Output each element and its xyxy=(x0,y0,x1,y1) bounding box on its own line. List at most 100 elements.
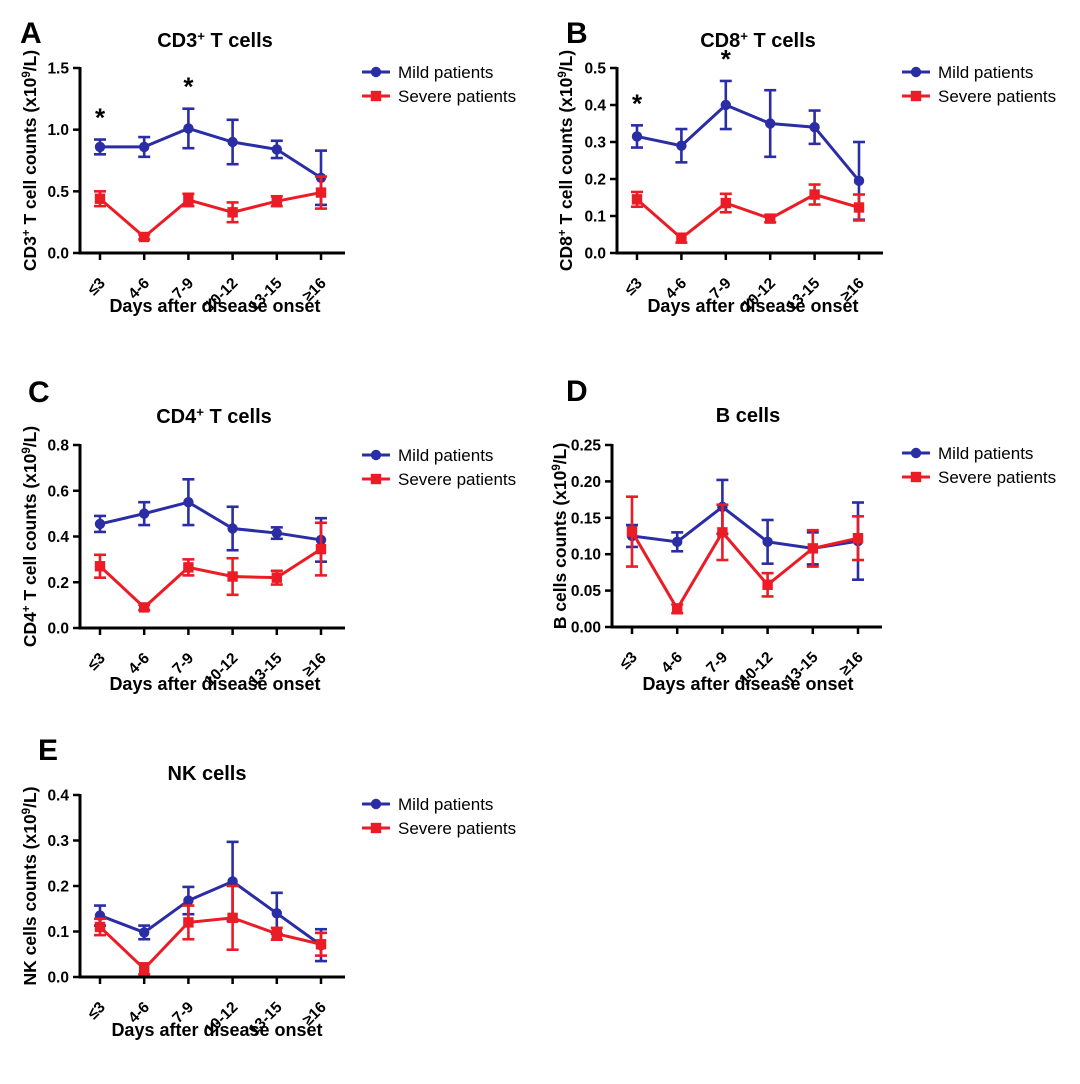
legend-marker-severe-icon xyxy=(370,90,382,102)
data-point-mild xyxy=(183,123,194,134)
y-tick-label: 0.1 xyxy=(584,209,606,226)
legend-item-severe: Severe patients xyxy=(362,819,516,838)
legend-marker-mild-icon xyxy=(910,447,922,459)
panel-e: E NK cells NK cells counts (x109/L) 0.0 0.1 0… xyxy=(20,734,516,1040)
series-mild xyxy=(94,840,327,963)
legend-item-severe: Severe patients xyxy=(902,87,1056,106)
series-mild xyxy=(94,478,327,563)
panel-a: A CD3+ T cells CD3+ T cell counts (x109/L)… xyxy=(20,17,516,316)
y-tick-label: 0.5 xyxy=(47,184,69,201)
data-point-mild xyxy=(672,536,683,548)
data-point-mild xyxy=(94,141,106,153)
legend-marker-severe-icon xyxy=(370,473,382,485)
legend-label-mild: Mild patients xyxy=(938,444,1033,463)
series-mild xyxy=(631,79,865,221)
x-axis-label: Days after disease onset xyxy=(109,296,320,316)
y-tick-label: 0.5 xyxy=(584,61,606,78)
y-tick-label: 0.4 xyxy=(47,529,69,546)
y-tick-label: 0.10 xyxy=(571,547,601,564)
legend-label-mild: Mild patients xyxy=(938,63,1033,82)
data-point-severe xyxy=(672,603,683,614)
legend-item-mild: Mild patients xyxy=(362,63,493,82)
y-axis-label-a: CD3+ T cell counts (x109/L) xyxy=(20,50,40,271)
legend-label-severe: Severe patients xyxy=(398,470,516,489)
legend-item-severe: Severe patients xyxy=(362,470,516,489)
legend-label-severe: Severe patients xyxy=(938,87,1056,106)
y-axis-label-c: CD4+ T cell counts (x109/L) xyxy=(20,426,40,647)
y-tick-label: 0.6 xyxy=(47,483,69,500)
y-tick-label: 0.15 xyxy=(571,510,602,527)
legend-item-severe: Severe patients xyxy=(362,87,516,106)
data-point-severe xyxy=(852,532,864,544)
panel-title-e: NK cells xyxy=(168,763,247,785)
significance-asterisk: * xyxy=(632,88,643,118)
legend-label-severe: Severe patients xyxy=(938,468,1056,487)
data-point-severe xyxy=(315,939,327,950)
legend-label-mild: Mild patients xyxy=(398,446,493,465)
legend-label-severe: Severe patients xyxy=(398,87,516,106)
panel-title-d: B cells xyxy=(716,405,780,427)
series-line-mild xyxy=(100,126,322,180)
legend-marker-mild-icon xyxy=(370,449,382,461)
legend-item-mild: Mild patients xyxy=(902,63,1033,82)
legend-item-mild: Mild patients xyxy=(902,444,1033,463)
y-tick-label: 0.4 xyxy=(47,788,69,805)
x-tick-label: 7-9 xyxy=(703,649,731,677)
y-tick-label: 0.05 xyxy=(571,583,602,600)
y-tick-label: 0.2 xyxy=(584,172,606,189)
series-severe xyxy=(94,884,327,976)
data-point-severe xyxy=(271,196,282,207)
data-point-severe xyxy=(315,187,327,198)
series-severe xyxy=(94,175,327,243)
data-point-mild xyxy=(94,518,106,530)
legend-marker-mild-icon xyxy=(370,66,382,78)
x-tick-label: 4-6 xyxy=(658,649,686,677)
series-line-mild xyxy=(99,500,322,542)
panel-letter-b: B xyxy=(566,17,588,50)
series-mild xyxy=(94,107,327,207)
panel-letter-a: A xyxy=(20,17,42,50)
y-tick-label: 0.3 xyxy=(47,833,69,850)
x-axis-label: Days after disease onset xyxy=(642,674,853,694)
data-point-severe xyxy=(183,562,194,573)
data-point-severe xyxy=(720,197,731,209)
data-point-severe xyxy=(139,231,150,243)
data-point-mild xyxy=(676,140,687,151)
series-line-severe xyxy=(99,191,322,239)
x-axis-label: Days after disease onset xyxy=(647,296,858,316)
x-tick-label: ≤3 xyxy=(85,275,109,299)
x-tick-label: ≤3 xyxy=(85,650,109,674)
data-point-severe xyxy=(227,207,238,218)
panel-letter-c: C xyxy=(28,376,50,409)
data-point-severe xyxy=(271,572,282,583)
legend-item-severe: Severe patients xyxy=(902,468,1056,487)
legend-marker-severe-icon xyxy=(910,471,922,483)
legend-marker-mild-icon xyxy=(910,66,922,78)
data-point-severe xyxy=(676,233,687,244)
data-point-mild xyxy=(271,527,282,539)
panel-letter-e: E xyxy=(38,734,58,767)
data-point-mild xyxy=(139,508,150,519)
data-point-mild xyxy=(227,876,238,887)
data-point-severe xyxy=(139,963,150,975)
data-point-severe xyxy=(139,602,150,613)
x-axis-label: Days after disease onset xyxy=(109,674,320,694)
data-point-mild xyxy=(853,175,865,187)
legend-item-mild: Mild patients xyxy=(362,446,493,465)
data-point-mild xyxy=(765,118,776,129)
series-line-mild xyxy=(99,879,322,947)
series-line-severe xyxy=(636,192,860,241)
y-tick-label: 0.0 xyxy=(47,970,69,987)
legend-item-mild: Mild patients xyxy=(362,795,493,814)
series-mild xyxy=(626,478,864,581)
y-axis-label-d: B cells counts (x109/L) xyxy=(550,443,570,629)
y-tick-label: 0.4 xyxy=(584,98,606,115)
legend-marker-severe-icon xyxy=(910,90,922,102)
significance-asterisk: * xyxy=(95,103,106,133)
legend-label-severe: Severe patients xyxy=(398,819,516,838)
data-point-severe xyxy=(94,921,106,933)
y-tick-label: 0.00 xyxy=(571,620,601,637)
legend-label-mild: Mild patients xyxy=(398,795,493,814)
y-tick-label: 0.25 xyxy=(571,438,602,455)
legend-marker-severe-icon xyxy=(370,822,382,834)
